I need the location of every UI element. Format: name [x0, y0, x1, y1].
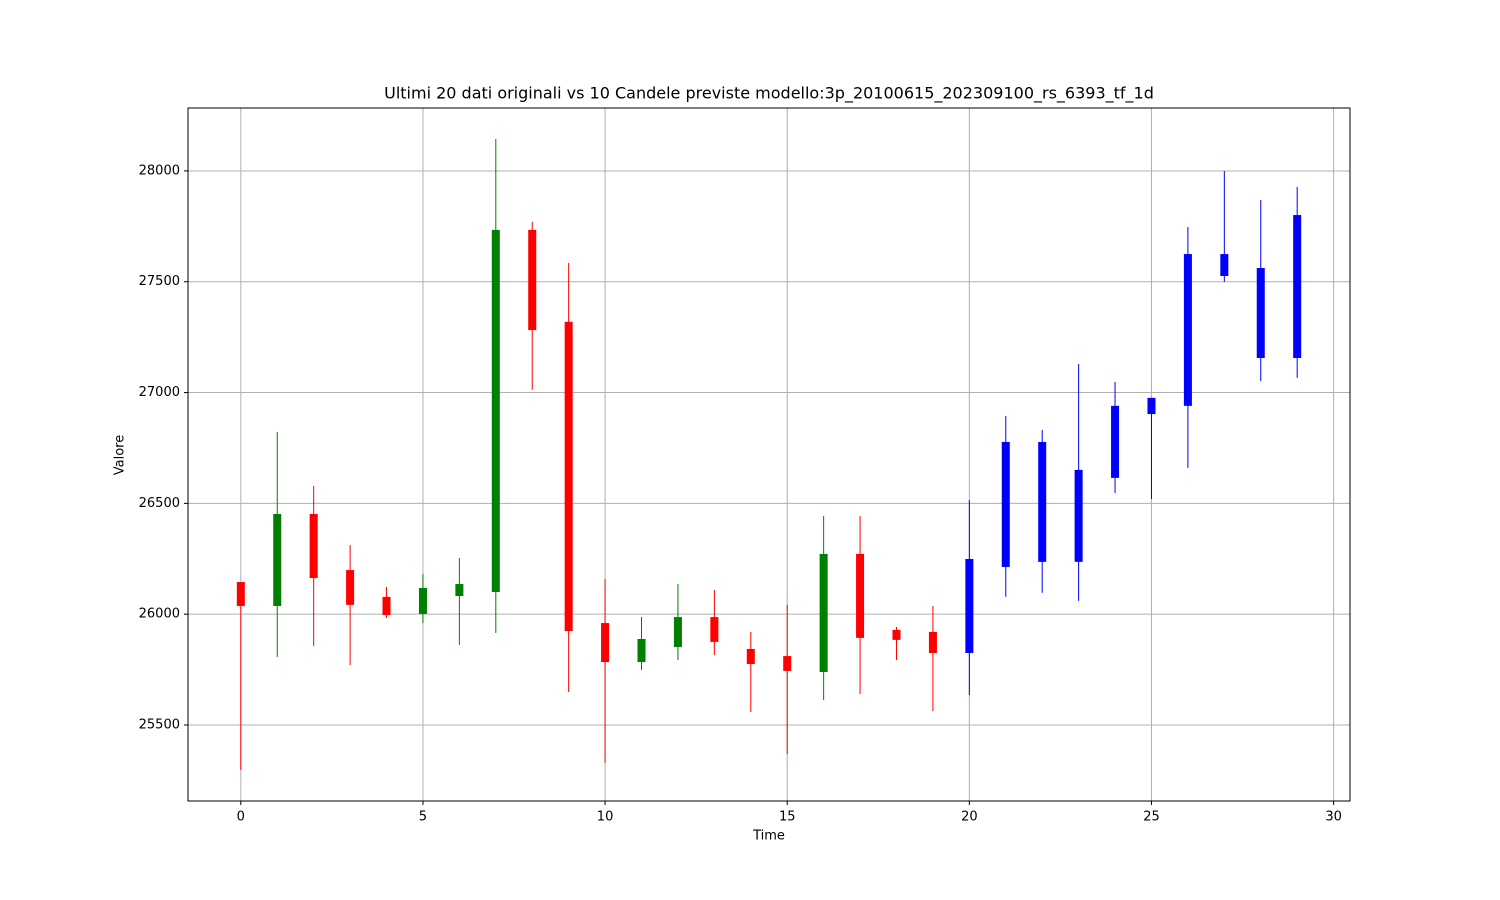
candle-body [1038, 441, 1047, 562]
candle-body [928, 631, 937, 653]
x-tick-label: 25 [1143, 810, 1160, 825]
x-tick-label: 30 [1325, 810, 1342, 825]
candle-body [783, 656, 792, 671]
candle-body [1111, 405, 1120, 478]
y-axis-label: Valore [113, 435, 128, 475]
candle-body [491, 229, 500, 593]
chart-title: Ultimi 20 dati originali vs 10 Candele p… [384, 84, 1154, 104]
y-tick-label: 26000 [139, 607, 180, 622]
candle-body [455, 584, 464, 597]
candle-body [637, 638, 646, 663]
x-tick-label: 15 [779, 810, 796, 825]
x-tick-label: 20 [961, 810, 978, 825]
candle-body [710, 617, 719, 642]
candle-body [418, 588, 427, 614]
y-tick-label: 26500 [139, 496, 180, 511]
x-tick-label: 5 [419, 810, 427, 825]
plot-area: 25500 26000 26500 27000 27500 28000 0 5 10 15 20 25… [139, 108, 1350, 825]
candle-body [1256, 268, 1265, 358]
y-tick-label: 27000 [139, 385, 180, 400]
candle-body [965, 558, 974, 653]
candle-body [1293, 215, 1302, 358]
x-tick-label: 0 [237, 810, 245, 825]
candle-body [346, 570, 355, 605]
candle-body [382, 596, 391, 616]
candle-body [1001, 441, 1010, 567]
x-axis-label: Time [752, 829, 785, 844]
candle-body [1220, 254, 1229, 276]
y-tick-label: 25500 [139, 717, 180, 732]
candle-body [1074, 469, 1083, 562]
candle-body [856, 553, 865, 638]
candle-body [528, 229, 537, 331]
y-tick-label: 27500 [139, 274, 180, 289]
axes-frame [187, 107, 1351, 802]
x-tick-label: 10 [597, 810, 614, 825]
candle-body [819, 553, 828, 673]
y-tick-label: 28000 [139, 163, 180, 178]
candle-body [892, 629, 901, 640]
candle-body [309, 514, 318, 579]
candle-body [273, 514, 282, 606]
candle-body [673, 617, 682, 647]
candle-body [564, 321, 573, 632]
candle-body [1183, 254, 1192, 406]
candle-body [1147, 397, 1156, 415]
candle-body [601, 623, 610, 663]
candle-body [746, 648, 755, 665]
candle-body [236, 582, 245, 606]
